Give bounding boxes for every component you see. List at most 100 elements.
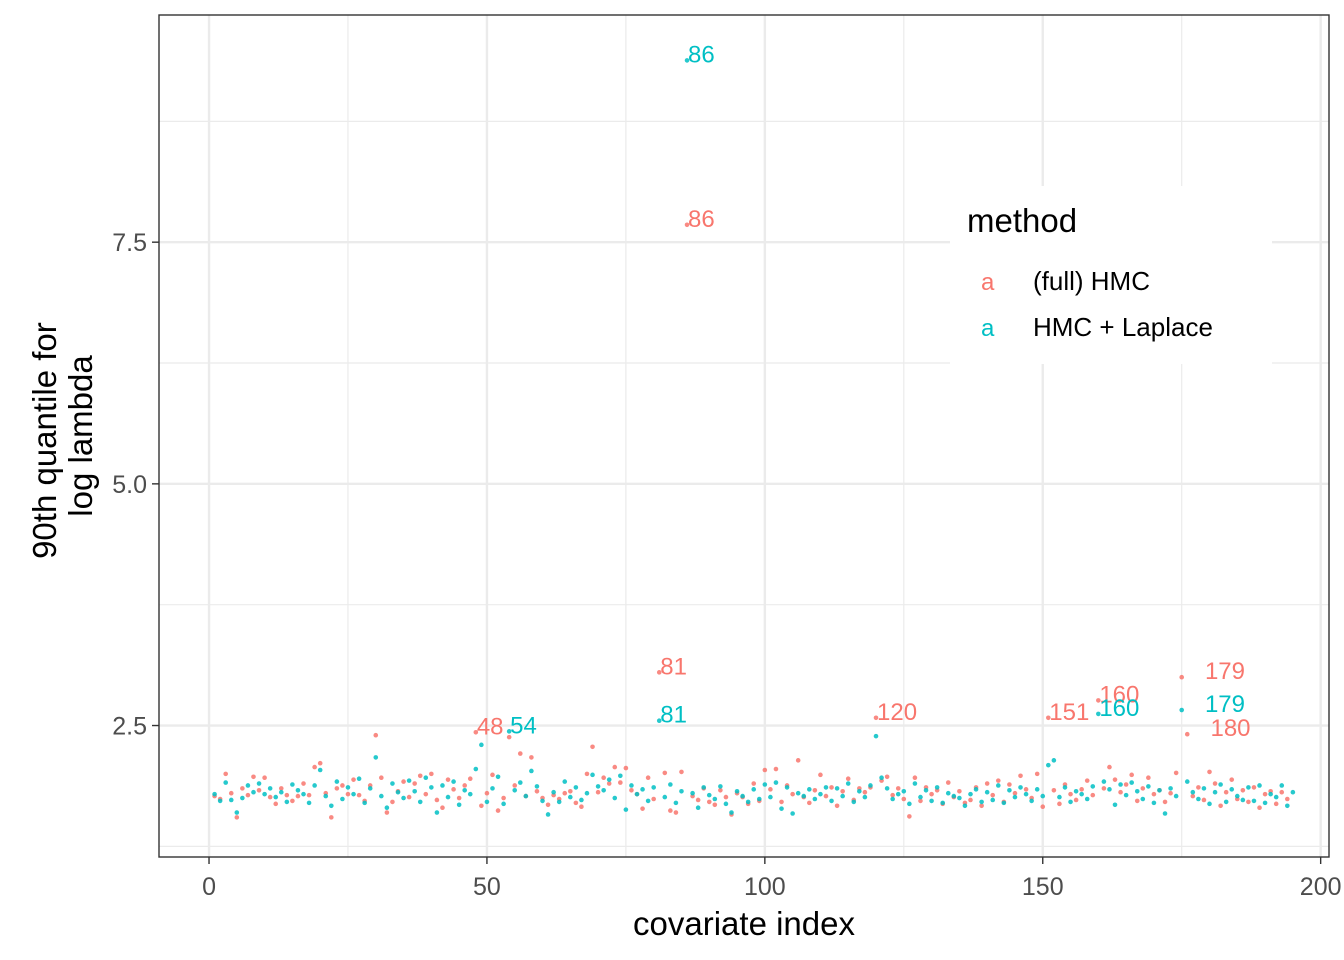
point-s0-86 — [684, 222, 690, 228]
point-s1-181 — [1212, 789, 1218, 795]
point-s1-83 — [668, 782, 673, 787]
point-s1-5 — [234, 810, 240, 815]
point-s1-168 — [1140, 796, 1146, 802]
point-label-s0-4: 151 — [1049, 699, 1089, 726]
point-s0-56 — [517, 751, 523, 756]
point-s1-169 — [1146, 784, 1151, 789]
point-s1-175 — [1179, 707, 1185, 713]
point-s1-95 — [734, 788, 740, 794]
point-s0-156 — [1073, 797, 1079, 803]
point-s0-4 — [228, 790, 234, 796]
point-s1-138 — [973, 787, 979, 792]
point-s0-10 — [262, 775, 267, 781]
point-s0-127 — [912, 775, 918, 781]
point-label-s0-3: 120 — [877, 699, 917, 726]
point-s0-152 — [1051, 787, 1057, 793]
point-s1-7 — [245, 783, 251, 788]
point-s0-105 — [790, 791, 795, 797]
point-s1-153 — [1057, 794, 1062, 800]
point-s1-126 — [907, 801, 912, 807]
point-s0-166 — [1129, 772, 1134, 778]
point-s1-116 — [851, 799, 857, 805]
point-s0-20 — [317, 760, 323, 766]
point-s1-34 — [395, 789, 401, 795]
point-s1-101 — [768, 794, 773, 800]
point-s0-15 — [290, 798, 295, 804]
point-s0-175 — [1179, 674, 1185, 680]
point-s0-160 — [1096, 698, 1101, 703]
point-s1-44 — [451, 779, 456, 784]
x-tick-label-4: 200 — [1300, 873, 1342, 901]
point-s1-189 — [1257, 783, 1262, 788]
point-s0-180 — [1207, 769, 1212, 775]
point-s0-176 — [1184, 731, 1190, 737]
point-s0-33 — [390, 799, 395, 805]
point-s0-61 — [545, 802, 551, 808]
point-s0-178 — [1196, 785, 1201, 790]
point-s0-73 — [612, 764, 618, 770]
point-s1-107 — [801, 793, 807, 799]
y-axis-title-line-2: log lambda — [62, 355, 99, 517]
point-s0-54 — [506, 734, 512, 740]
point-s1-180 — [1207, 801, 1212, 807]
point-s1-92 — [718, 784, 723, 789]
point-s1-155 — [1068, 799, 1073, 805]
point-s1-39 — [423, 775, 429, 781]
point-s1-111 — [823, 785, 829, 790]
point-s0-170 — [1151, 791, 1157, 797]
point-s1-17 — [301, 791, 306, 797]
point-s1-167 — [1134, 788, 1140, 794]
point-label-s0-6: 179 — [1205, 658, 1245, 685]
point-s0-65 — [568, 788, 573, 794]
point-s0-30 — [373, 732, 379, 738]
point-s0-64 — [562, 790, 568, 796]
point-s0-155 — [1068, 791, 1073, 797]
point-s0-83 — [668, 808, 673, 813]
point-s1-55 — [512, 787, 518, 793]
point-s0-39 — [423, 791, 429, 797]
point-s0-184 — [1229, 777, 1235, 782]
point-s1-33 — [390, 781, 395, 786]
point-s1-77 — [634, 791, 640, 797]
point-s0-70 — [595, 789, 601, 795]
point-s0-193 — [1279, 789, 1285, 795]
point-s1-97 — [745, 799, 751, 805]
point-s1-84 — [673, 800, 679, 806]
point-s1-62 — [551, 789, 556, 795]
point-s0-189 — [1257, 805, 1262, 810]
point-s1-18 — [306, 800, 312, 806]
x-tick-label-1: 50 — [473, 873, 501, 901]
point-s0-47 — [467, 776, 473, 781]
point-s0-55 — [512, 783, 518, 788]
point-s1-23 — [334, 779, 340, 784]
point-s1-120 — [873, 733, 879, 739]
point-s1-134 — [951, 793, 957, 799]
point-s0-7 — [245, 792, 251, 798]
point-s0-146 — [1018, 773, 1023, 779]
point-s1-173 — [1168, 786, 1173, 791]
point-s1-78 — [640, 787, 645, 792]
point-s0-78 — [640, 806, 645, 811]
point-s1-59 — [534, 784, 540, 789]
point-s1-179 — [1201, 786, 1207, 791]
point-s0-76 — [629, 787, 634, 793]
point-s1-104 — [784, 785, 790, 790]
point-s1-66 — [573, 785, 579, 790]
point-s1-98 — [751, 787, 757, 792]
point-s0-26 — [351, 777, 356, 782]
point-s1-125 — [901, 788, 907, 794]
legend: method a (full) HMC a HMC + Laplace — [950, 186, 1272, 364]
point-s0-158 — [1084, 778, 1090, 783]
point-s1-50 — [484, 799, 490, 805]
point-s0-111 — [823, 793, 829, 799]
point-s1-133 — [945, 790, 951, 796]
point-s1-187 — [1246, 785, 1251, 790]
point-s1-82 — [662, 794, 668, 800]
point-s1-11 — [267, 786, 273, 791]
point-s0-102 — [773, 766, 779, 772]
point-s1-71 — [601, 787, 606, 793]
point-s1-53 — [501, 801, 506, 807]
point-s1-174 — [1173, 793, 1179, 799]
point-s0-108 — [807, 800, 812, 806]
point-s0-92 — [718, 787, 723, 793]
